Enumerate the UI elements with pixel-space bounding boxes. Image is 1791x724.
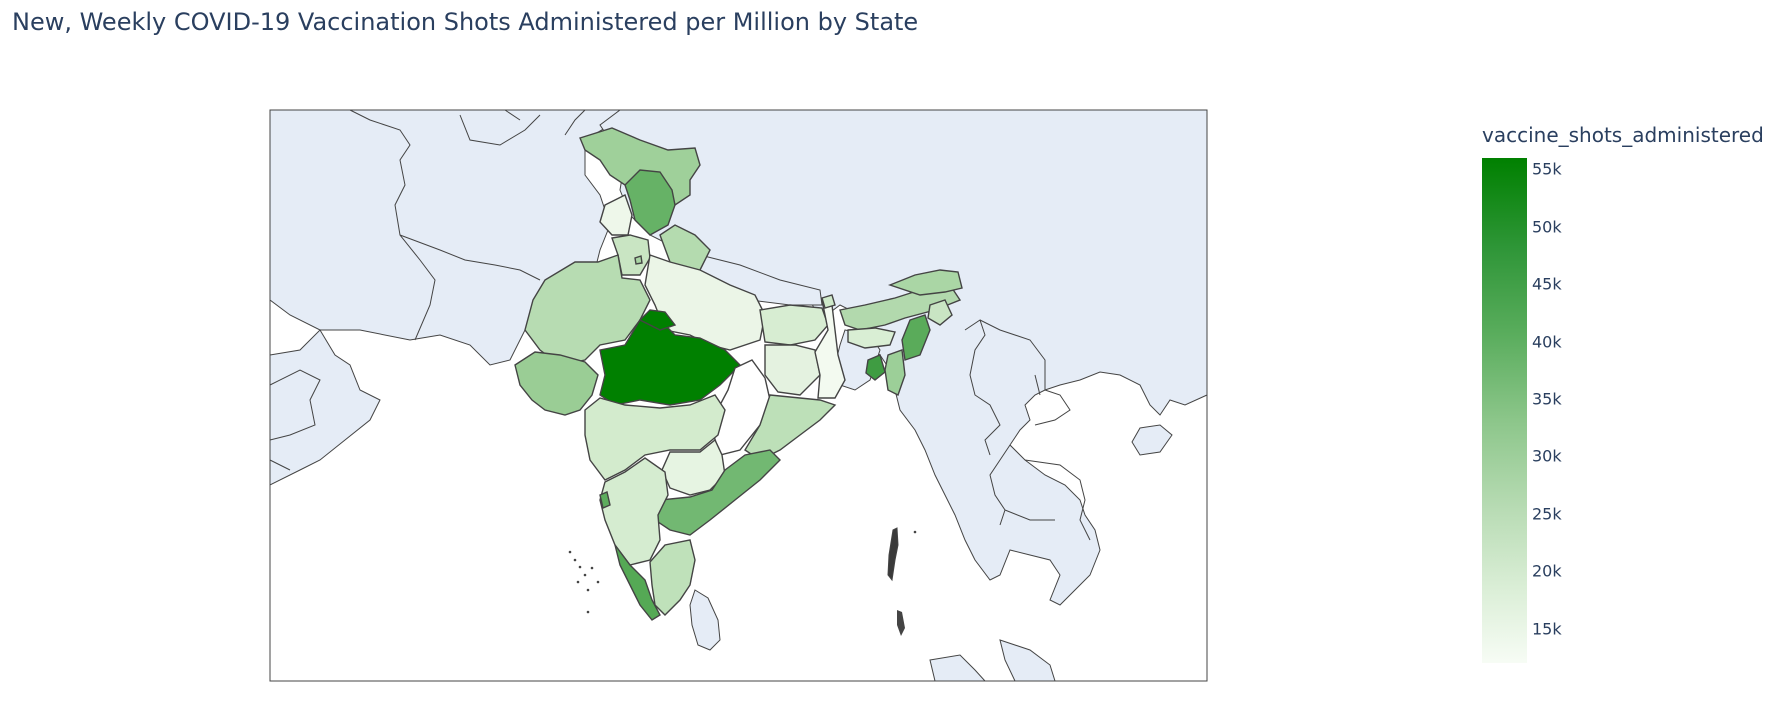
state-tamil-nadu[interactable]	[649, 539, 696, 616]
state-meghalaya[interactable]	[847, 327, 896, 349]
colorbar-tick-label: 55k	[1532, 159, 1562, 179]
state-delhi[interactable]	[634, 255, 643, 265]
state-manipur[interactable]	[901, 314, 931, 361]
state-jharkhand[interactable]	[764, 344, 821, 396]
border-lines-arabia	[269, 369, 321, 471]
colorbar-title: vaccine_shots_administered	[1482, 123, 1764, 147]
state-kerala[interactable]	[614, 544, 661, 621]
state-maharashtra[interactable]	[584, 394, 726, 481]
land-malay	[929, 639, 1056, 682]
colorbar-gradient	[1482, 158, 1527, 663]
colorbar-tick-label: 45k	[1532, 274, 1562, 294]
state-tripura[interactable]	[865, 354, 886, 381]
state-gujarat[interactable]	[514, 351, 599, 416]
state-andhra-pradesh[interactable]	[654, 449, 781, 536]
border-lines-sea	[964, 319, 1091, 541]
state-arunachal-pradesh[interactable]	[887, 269, 963, 296]
state-bihar[interactable]	[759, 304, 829, 346]
state-sikkim[interactable]	[821, 294, 836, 309]
border-lines-west	[349, 109, 586, 341]
colorbar-tick-label: 25k	[1532, 504, 1562, 524]
land-arabia	[269, 329, 381, 486]
colorbar-tick-label: 30k	[1532, 446, 1562, 466]
state-goa[interactable]	[599, 491, 611, 509]
state-madhya-pradesh-north[interactable]	[638, 309, 677, 331]
state-uttar-pradesh[interactable]	[644, 254, 766, 351]
colorbar-tick-label: 40k	[1532, 332, 1562, 352]
state-karnataka[interactable]	[599, 457, 669, 566]
state-odisha[interactable]	[744, 394, 837, 461]
colorbar-tick-label: 50k	[1532, 217, 1562, 237]
state-west-bengal[interactable]	[814, 298, 846, 399]
colorbar-tick-label: 15k	[1532, 619, 1562, 639]
state-himachal-pradesh[interactable]	[624, 169, 676, 236]
state-andaman-nicobar[interactable]	[887, 527, 899, 582]
state-chhattisgarh[interactable]	[711, 359, 771, 456]
india-states[interactable]	[514, 127, 963, 621]
land-hainan	[1131, 424, 1173, 456]
chart-title: New, Weekly COVID-19 Vaccination Shots A…	[12, 8, 919, 36]
land-sri-lanka	[689, 589, 721, 651]
state-nagaland[interactable]	[927, 299, 953, 326]
colorbar-tick-label: 20k	[1532, 561, 1562, 581]
colorbar-tick-label: 35k	[1532, 389, 1562, 409]
